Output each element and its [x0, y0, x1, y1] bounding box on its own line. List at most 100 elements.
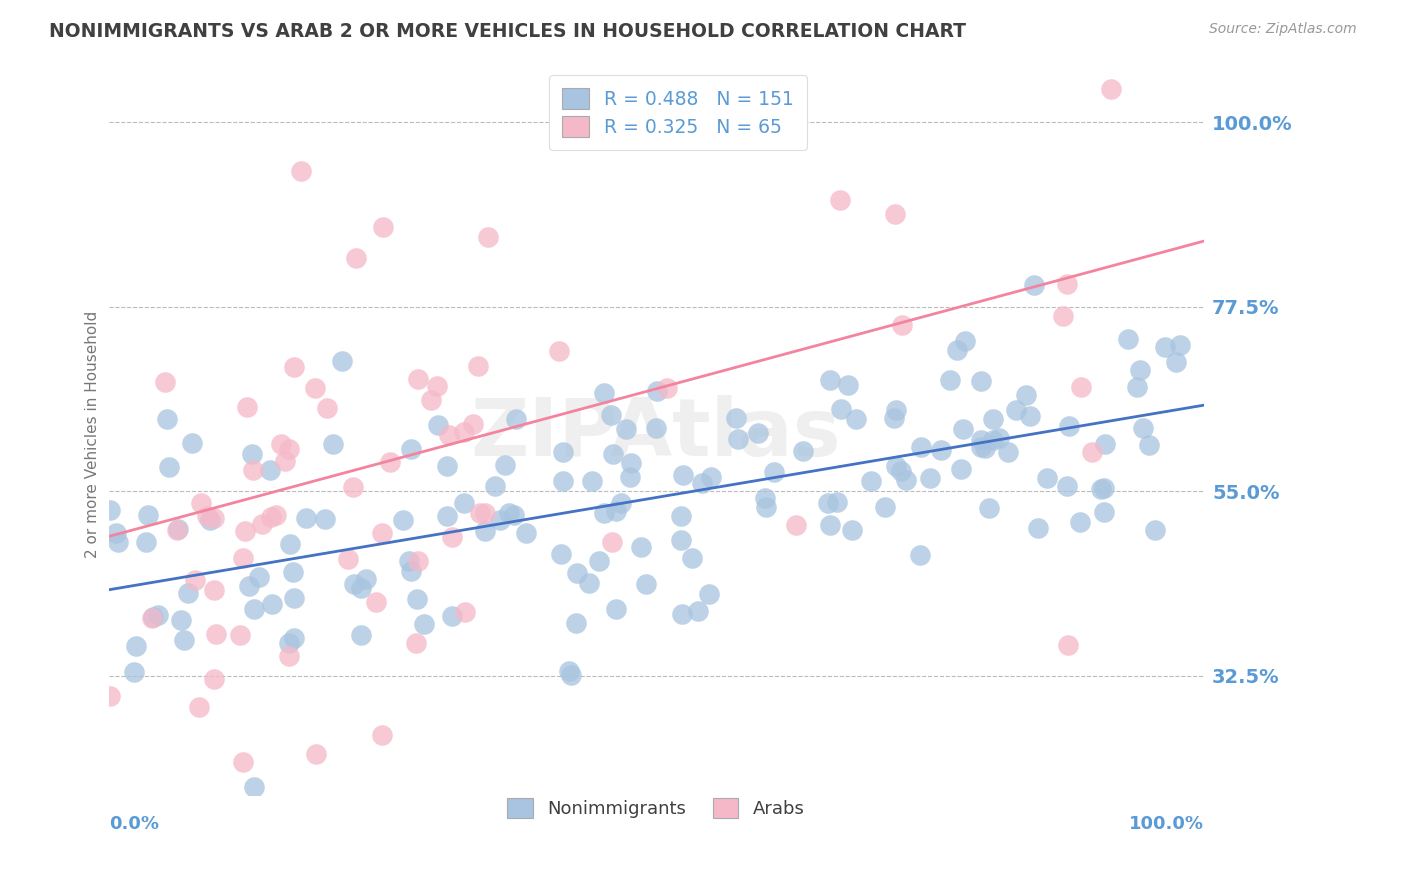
Point	[690, 476, 713, 491]
Point	[146, 608, 169, 623]
Point	[1080, 445, 1102, 459]
Point	[401, 564, 423, 578]
Point	[202, 582, 225, 597]
Point	[166, 523, 188, 537]
Point	[1019, 409, 1042, 423]
Point	[453, 605, 475, 619]
Point	[671, 533, 693, 547]
Point	[875, 500, 897, 514]
Point	[176, 586, 198, 600]
Point	[634, 576, 657, 591]
Point	[859, 474, 882, 488]
Point	[688, 604, 710, 618]
Text: 100.0%: 100.0%	[1129, 815, 1204, 833]
Point	[173, 632, 195, 647]
Point	[699, 470, 721, 484]
Point	[436, 509, 458, 524]
Point	[946, 343, 969, 357]
Point	[1070, 380, 1092, 394]
Point	[837, 377, 859, 392]
Point	[157, 460, 180, 475]
Point	[498, 506, 520, 520]
Y-axis label: 2 or more Vehicles in Household: 2 or more Vehicles in Household	[86, 310, 100, 558]
Point	[1052, 309, 1074, 323]
Point	[890, 318, 912, 332]
Point	[727, 432, 749, 446]
Point	[1099, 82, 1122, 96]
Point	[330, 354, 353, 368]
Point	[350, 581, 373, 595]
Point	[1116, 332, 1139, 346]
Point	[600, 535, 623, 549]
Point	[884, 459, 907, 474]
Point	[488, 513, 510, 527]
Point	[181, 435, 204, 450]
Point	[763, 465, 786, 479]
Point	[426, 418, 449, 433]
Point	[98, 690, 121, 704]
Point	[233, 524, 256, 538]
Point	[564, 615, 586, 630]
Point	[581, 474, 603, 488]
Point	[825, 495, 848, 509]
Point	[378, 455, 401, 469]
Point	[439, 428, 461, 442]
Point	[817, 495, 839, 509]
Point	[939, 373, 962, 387]
Point	[1024, 277, 1046, 292]
Point	[136, 508, 159, 522]
Point	[619, 470, 641, 484]
Point	[406, 371, 429, 385]
Legend: Nonimmigrants, Arabs: Nonimmigrants, Arabs	[501, 791, 813, 826]
Point	[107, 534, 129, 549]
Point	[614, 422, 637, 436]
Point	[125, 639, 148, 653]
Point	[890, 464, 912, 478]
Point	[183, 574, 205, 588]
Point	[354, 572, 377, 586]
Point	[1129, 362, 1152, 376]
Point	[413, 617, 436, 632]
Point	[1132, 421, 1154, 435]
Point	[669, 508, 692, 523]
Point	[818, 518, 841, 533]
Point	[260, 509, 283, 524]
Point	[134, 535, 156, 549]
Point	[558, 664, 581, 678]
Point	[610, 496, 633, 510]
Point	[391, 512, 413, 526]
Point	[820, 373, 842, 387]
Point	[845, 412, 868, 426]
Point	[371, 219, 394, 234]
Point	[238, 579, 260, 593]
Point	[122, 665, 145, 680]
Point	[337, 552, 360, 566]
Point	[399, 442, 422, 456]
Point	[142, 609, 165, 624]
Point	[1036, 470, 1059, 484]
Point	[406, 554, 429, 568]
Point	[474, 524, 496, 538]
Point	[426, 378, 449, 392]
Point	[551, 444, 574, 458]
Point	[232, 551, 254, 566]
Point	[281, 565, 304, 579]
Text: Source: ZipAtlas.com: Source: ZipAtlas.com	[1209, 22, 1357, 37]
Point	[195, 509, 218, 524]
Point	[370, 526, 392, 541]
Point	[1057, 418, 1080, 433]
Point	[1015, 388, 1038, 402]
Point	[278, 649, 301, 664]
Point	[697, 587, 720, 601]
Point	[792, 444, 814, 458]
Point	[593, 506, 616, 520]
Point	[494, 458, 516, 472]
Point	[551, 474, 574, 488]
Point	[322, 437, 344, 451]
Point	[477, 229, 499, 244]
Point	[671, 607, 693, 621]
Point	[453, 496, 475, 510]
Point	[672, 468, 695, 483]
Point	[343, 576, 366, 591]
Point	[1168, 337, 1191, 351]
